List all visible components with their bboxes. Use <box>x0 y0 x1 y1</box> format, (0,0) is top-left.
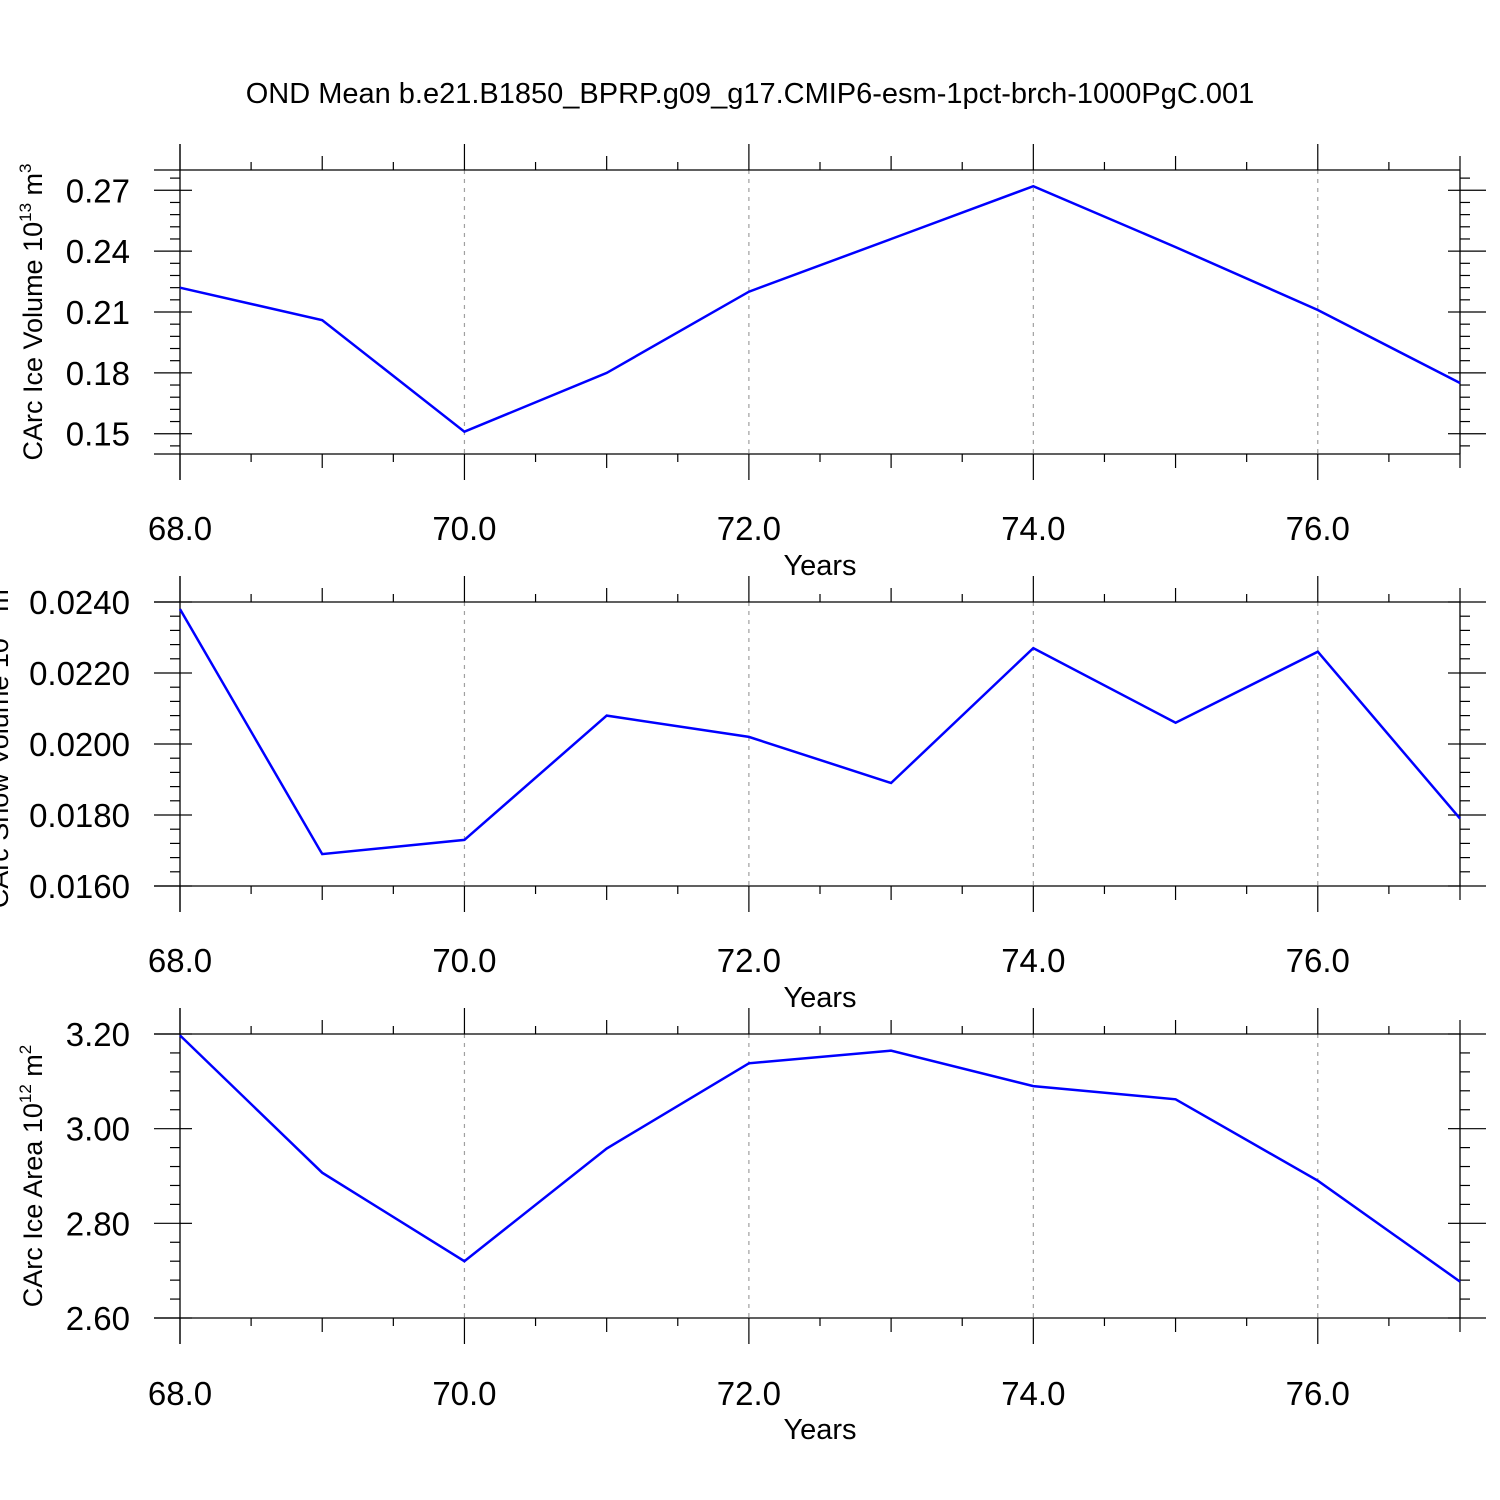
y-axis-label: CArc Ice Area 1012 m2 <box>16 1045 48 1308</box>
y-axis-label-main: CArc Ice Volume 10 <box>18 222 48 461</box>
chart-panel-1: 68.0 70.0 72.0 74.0 76.0 0.15 0.18 0.21 0.24 0.27… <box>16 144 1486 582</box>
x-tick-label: 72.0 <box>717 942 781 979</box>
x-tick-label: 74.0 <box>1001 1375 1065 1412</box>
x-tick-label: 74.0 <box>1001 942 1065 979</box>
chart-panel-3: 68.0 70.0 72.0 74.0 76.0 2.60 2.80 3.00 3.20 Year… <box>16 1008 1486 1446</box>
y-tick-label: 0.27 <box>66 172 130 209</box>
y-tick-label: 2.80 <box>66 1205 130 1242</box>
y-axis-label-unit: m <box>18 1054 48 1084</box>
x-axis-label: Years <box>783 1414 856 1446</box>
y-axis-label-exponent: 13 <box>16 203 35 222</box>
x-axis-label: Years <box>783 982 856 1014</box>
y-tick-label: 0.0160 <box>29 868 130 905</box>
y-tick-label: 0.0220 <box>29 655 130 692</box>
x-tick-label: 72.0 <box>717 510 781 547</box>
y-axis-label-exponent: 13 <box>0 619 1 638</box>
x-tick-label: 68.0 <box>148 942 212 979</box>
y-tick-label: 0.21 <box>66 294 130 331</box>
chart-panel-2: 68.0 70.0 72.0 74.0 76.0 0.0160 0.0180 0.0200 0.… <box>0 576 1486 1014</box>
y-tick-label: 0.24 <box>66 233 130 270</box>
y-tick-label: 0.0180 <box>29 797 130 834</box>
x-tick-label: 76.0 <box>1286 510 1350 547</box>
series-line <box>179 184 1461 434</box>
series-line <box>178 608 1461 856</box>
x-tick-label: 70.0 <box>432 1375 496 1412</box>
x-tick-label: 76.0 <box>1286 1375 1350 1412</box>
y-axis-label-exponent: 12 <box>16 1084 35 1103</box>
x-tick-label: 68.0 <box>148 510 212 547</box>
y-axis-label-unit-exponent: 3 <box>16 163 35 172</box>
y-axis-label-unit-exponent: 2 <box>16 1045 35 1054</box>
y-tick-label: 3.00 <box>66 1111 130 1148</box>
y-axis-label-main: CArc Snow Volume 10 <box>0 638 14 908</box>
page-title: OND Mean b.e21.B1850_BPRP.g09_g17.CMIP6-… <box>245 78 1255 110</box>
series-line <box>179 1034 1461 1283</box>
y-tick-label: 0.0240 <box>29 584 130 621</box>
y-tick-label: 2.60 <box>66 1300 130 1337</box>
y-axis-label: CArc Snow Volume 1013 m3 <box>0 580 14 909</box>
x-tick-label: 76.0 <box>1286 942 1350 979</box>
y-tick-label: 0.0200 <box>29 726 130 763</box>
y-tick-label: 0.15 <box>66 416 130 453</box>
y-axis-label-unit: m <box>0 589 14 619</box>
x-axis-label: Years <box>783 550 856 582</box>
x-tick-label: 74.0 <box>1001 510 1065 547</box>
y-axis-label: CArc Ice Volume 1013 m3 <box>16 163 48 460</box>
y-axis-label-unit-exponent: 3 <box>0 580 1 589</box>
y-tick-label: 0.18 <box>66 355 130 392</box>
y-axis-label-main: CArc Ice Area 10 <box>18 1103 48 1307</box>
x-tick-label: 68.0 <box>148 1375 212 1412</box>
y-tick-label: 3.20 <box>66 1016 130 1053</box>
x-tick-label: 70.0 <box>432 510 496 547</box>
y-axis-label-unit: m <box>18 173 48 203</box>
x-tick-label: 70.0 <box>432 942 496 979</box>
x-tick-label: 72.0 <box>717 1375 781 1412</box>
